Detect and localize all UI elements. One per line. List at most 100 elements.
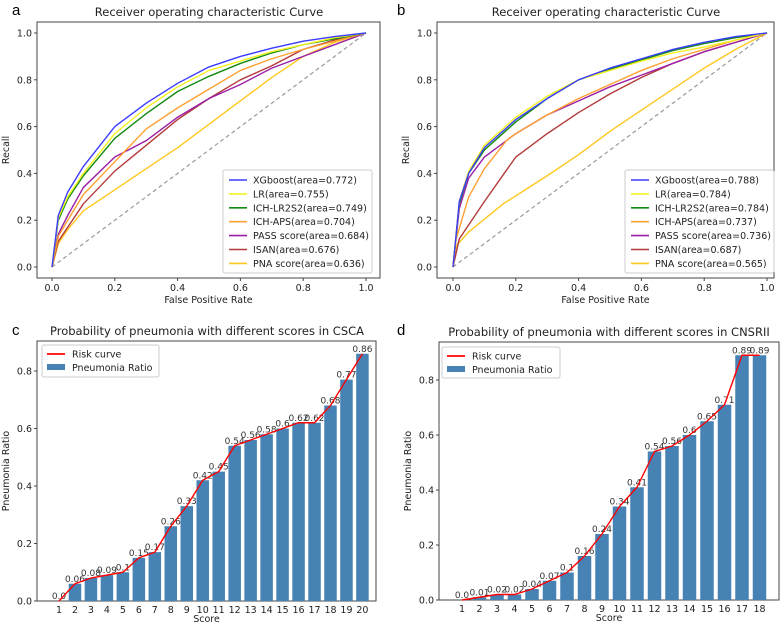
bar: [560, 572, 574, 600]
data-label: 0.09: [97, 566, 117, 576]
y-axis-label: Recall: [1, 136, 12, 164]
bar: [292, 422, 305, 601]
x-tick-label: 0.4: [170, 283, 185, 294]
data-label: 0.65: [697, 412, 717, 422]
chance-diagonal: [51, 32, 367, 268]
data-label: 0.02: [504, 586, 524, 596]
plot-frame: [436, 21, 775, 279]
x-tick-label: 7: [152, 605, 158, 616]
bar: [507, 594, 522, 600]
legend-entry: PASS score(area=0.684): [253, 231, 369, 242]
data-label: 0.62: [289, 414, 309, 424]
y-tick-label: 0.6: [419, 431, 434, 442]
panel-c: c Probability of pneumonia with different…: [1, 322, 377, 625]
x-tick-label: 15: [277, 605, 289, 616]
data-label: 0.34: [609, 498, 629, 508]
x-tick-label: 3: [88, 605, 94, 616]
legend-entry: Pneumonia Ratio: [472, 365, 553, 376]
panel-letter: b: [397, 2, 405, 19]
x-tick-label: 1.0: [759, 283, 774, 294]
x-tick-label: 7: [564, 604, 570, 615]
x-tick-label: 16: [718, 604, 730, 615]
bar: [116, 572, 130, 601]
risk-curve: [58, 353, 364, 602]
legend: [222, 169, 373, 274]
x-tick-label: 16: [293, 605, 305, 616]
chance-diagonal: [452, 32, 768, 268]
x-axis-label: False Positive Rate: [561, 295, 649, 306]
bar: [717, 404, 732, 600]
x-tick-label: 13: [666, 604, 678, 615]
data-label: 0.54: [225, 437, 245, 447]
x-tick-label: 3: [494, 604, 500, 615]
x-tick-label: 20: [356, 605, 368, 616]
data-label: 0.42: [193, 471, 213, 481]
legend-entry: PNA score(area=0.565): [655, 259, 767, 270]
data-label: 0.54: [644, 443, 664, 453]
data-label: 0.08: [81, 569, 101, 579]
y-tick-label: 0.0: [17, 263, 32, 274]
legend-entry: ISAN(area=0.676): [253, 245, 339, 256]
bar: [665, 446, 679, 600]
x-tick-label: 12: [648, 604, 660, 615]
data-label: 0.56: [662, 437, 682, 447]
x-tick-label: 14: [683, 604, 695, 615]
data-label: 0.62: [304, 414, 324, 424]
data-label: 0.16: [574, 547, 594, 557]
data-label: 0.71: [714, 396, 734, 406]
legend-entry: PNA score(area=0.636): [253, 259, 365, 270]
chart-title: Receiver operating characteristic Curve: [492, 5, 720, 19]
y-tick-label: 0.6: [17, 122, 32, 133]
legend: [41, 344, 160, 378]
bar: [612, 506, 627, 600]
bar: [196, 480, 209, 601]
data-label: 0.68: [320, 397, 340, 407]
roc-curve: [51, 32, 367, 268]
data-label: 0.89: [749, 346, 769, 356]
x-tick-label: 4: [104, 605, 110, 616]
x-tick-label: 0.2: [107, 283, 122, 294]
x-tick-label: 0.6: [634, 283, 649, 294]
x-tick-label: 0.2: [508, 283, 523, 294]
legend: [441, 346, 561, 379]
data-label: 0.01: [469, 588, 489, 598]
legend-entry: ICH-LR2S2(area=0.784): [655, 203, 769, 214]
y-tick-label: 0.8: [17, 75, 32, 86]
y-tick-label: 0.8: [417, 75, 432, 86]
bar: [356, 353, 369, 601]
x-tick-label: 5: [529, 604, 535, 615]
y-tick-label: 0.2: [419, 541, 434, 552]
y-tick-label: 0.4: [17, 482, 32, 493]
data-label: 0.33: [177, 497, 197, 507]
y-axis-label: Pneumonia Ratio: [403, 431, 414, 512]
x-axis-label: Score: [193, 614, 220, 625]
x-tick-label: 15: [701, 604, 713, 615]
bar: [244, 440, 257, 601]
x-tick-label: 0.0: [445, 283, 460, 294]
x-tick-label: 0.8: [296, 283, 311, 294]
x-tick-label: 12: [229, 605, 241, 616]
data-label: 0.58: [257, 425, 277, 435]
data-label: 0.6: [682, 426, 697, 436]
y-tick-label: 0.6: [417, 122, 432, 133]
y-tick-label: 1.0: [17, 29, 32, 40]
data-label: 0.1: [116, 563, 130, 573]
bar: [752, 355, 767, 600]
bar: [735, 355, 749, 600]
legend-entry: ICH-APS(area=0.737): [655, 217, 757, 228]
bar: [68, 583, 82, 601]
legend-entry: PASS score(area=0.736): [655, 231, 771, 242]
y-tick-label: 0.8: [17, 367, 32, 378]
legend-entry: ISAN(area=0.687): [655, 245, 741, 256]
data-label: 0.77: [336, 371, 356, 381]
x-tick-label: 11: [213, 605, 225, 616]
x-axis-label: False Positive Rate: [164, 295, 252, 306]
y-tick-label: 0.4: [419, 486, 434, 497]
x-tick-label: 10: [613, 604, 625, 615]
plot-frame: [36, 21, 381, 279]
legend-swatch: [47, 364, 65, 370]
y-tick-label: 0.6: [17, 424, 32, 435]
bar: [340, 379, 353, 601]
data-label: 0.6: [275, 420, 290, 430]
y-axis-label: Recall: [401, 136, 412, 164]
